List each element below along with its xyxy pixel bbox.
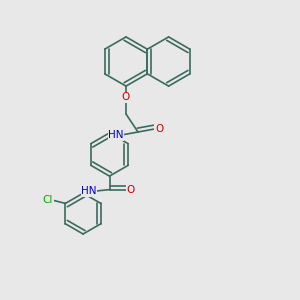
Text: O: O	[122, 92, 130, 103]
Text: HN: HN	[108, 130, 124, 140]
Text: O: O	[155, 124, 163, 134]
Text: Cl: Cl	[43, 195, 53, 206]
Text: HN: HN	[81, 186, 97, 196]
Text: O: O	[127, 184, 135, 195]
